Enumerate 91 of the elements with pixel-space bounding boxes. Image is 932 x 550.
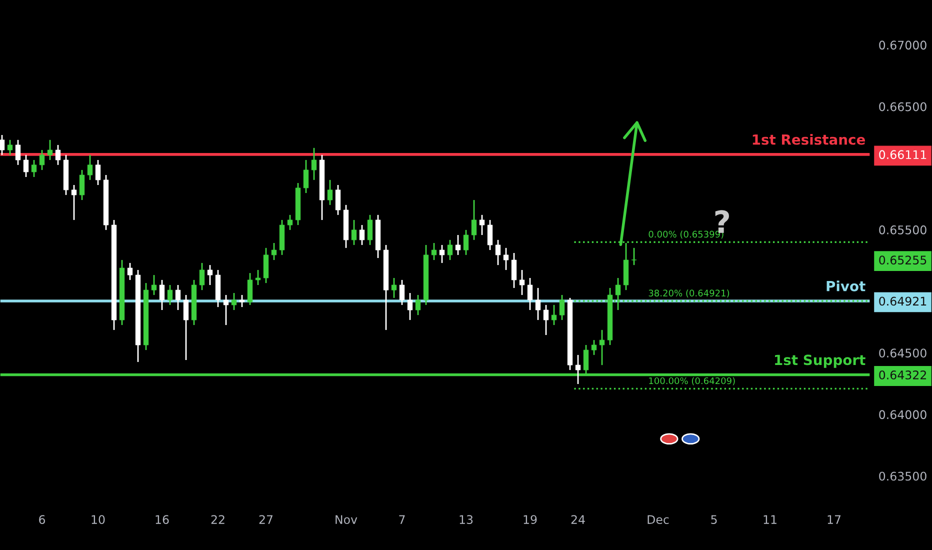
candlestick [543,304,549,336]
candlestick [511,252,517,289]
x-tick-label: Nov [336,515,358,524]
candlestick [631,247,637,266]
candlestick [159,279,165,311]
candlestick [15,139,21,166]
candlestick [95,159,101,186]
candlestick [455,234,461,256]
ref-line-label: 1st Resistance [752,134,865,145]
y-tick-label: 0.64000 [879,410,926,420]
y-tick-label: 0.64500 [879,348,926,358]
ref-line-label: 1st Support [775,354,866,368]
candlestick [551,304,557,326]
candlestick [503,247,509,271]
candlestick [487,219,493,251]
candlestick [71,184,77,221]
candlestick [55,144,61,166]
candlestick [599,329,605,366]
y-tick-label: 0.66111 [879,150,926,160]
x-tick-label: 13 [460,515,473,524]
candlestick [463,229,469,256]
candlestick [327,179,333,206]
candlestick [247,272,253,306]
candlestick [311,147,317,181]
candlestick [23,154,29,178]
candlestick [439,244,445,264]
candlestick [471,199,477,241]
candlestick [519,269,525,296]
ref-line-label: 0.00% (0.65399) [648,230,724,239]
candlestick [407,292,413,321]
x-tick-label: 10 [92,515,105,524]
x-tick-label: 17 [828,515,841,524]
candlestick [87,154,93,181]
candlestick [207,264,213,286]
candlestick [527,277,533,311]
x-tick-label: 22 [211,515,224,524]
x-tick-label: 16 [156,515,169,524]
candlestick [351,219,357,246]
y-tick-label: 0.65255 [879,256,926,265]
candlestick [287,214,293,231]
candlestick [199,262,205,291]
candlestick [39,149,45,171]
annotation: ? [715,210,729,233]
y-tick-label: 0.67000 [879,40,926,50]
candlestick [255,269,261,286]
candlestick [303,159,309,194]
candlestick [127,262,133,281]
candlestick [271,242,277,261]
ref-line-label: 100.00% (0.64209) [649,377,735,386]
x-tick-label: 6 [39,515,46,524]
candlestick [367,214,373,246]
x-tick-label: 27 [259,515,273,524]
candlestick [359,224,365,246]
candlestick [231,292,237,311]
candlestick [495,239,501,266]
candlestick [535,287,541,321]
candlestick [7,139,13,156]
x-tick-label: Dec [648,515,669,524]
candlestick [335,184,341,216]
x-tick-label: 7 [399,515,405,524]
candlestick [391,277,397,299]
candlestick [223,294,229,326]
candlestick [151,274,157,296]
x-tick-label: 24 [571,515,585,524]
y-tick-label: 0.66500 [879,102,926,112]
candlestick [175,284,181,311]
y-tick-label: 0.64322 [879,370,926,380]
candlestick [559,294,565,321]
y-tick-label: 0.64921 [879,296,926,306]
candlestick [591,339,597,356]
candlestick [575,354,581,385]
candlestick [31,159,37,178]
candlestick [183,294,189,361]
candlestick [47,139,53,161]
candlestick [479,214,485,236]
y-tick-label: 0.65500 [879,225,926,234]
candlestick [399,279,405,306]
x-tick-label: 11 [764,515,776,524]
candlestick [0,134,5,156]
x-tick-label: 5 [711,515,717,524]
ref-line-label: Pivot [826,280,866,292]
candlestick [167,284,173,306]
candlestick [263,247,269,284]
ref-line-label: 38.20% (0.64921) [648,290,730,298]
candlestick [431,242,437,261]
candlestick [447,239,453,261]
y-tick-label: 0.63500 [879,472,926,481]
x-tick-label: 19 [524,515,537,524]
candlestick [79,169,85,201]
candlestick [239,294,245,308]
candlestick [415,294,421,316]
